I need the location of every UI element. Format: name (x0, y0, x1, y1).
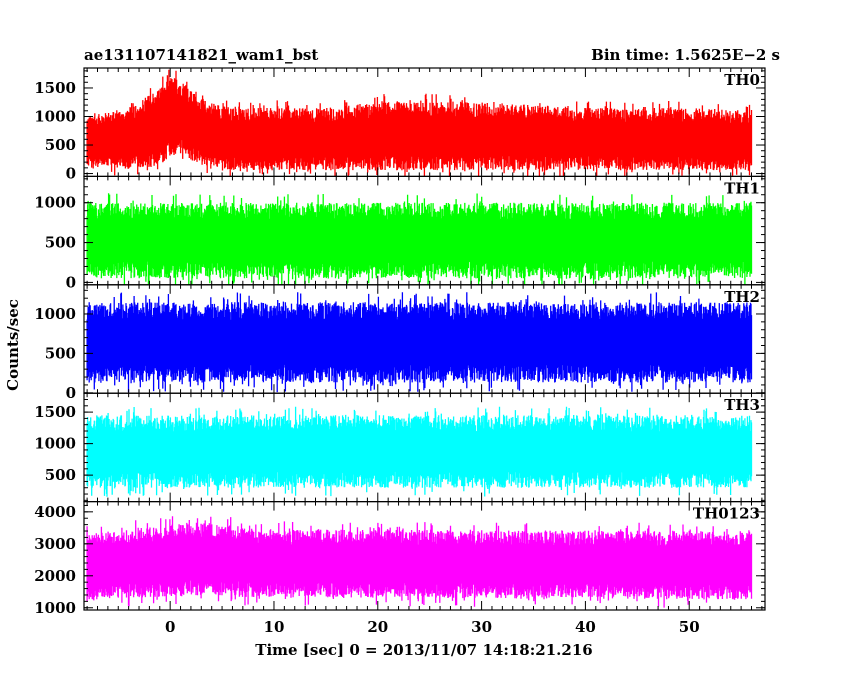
panel-th3: 500 1000 1500 TH3 (34, 392, 766, 503)
y-tick-label: 1000 (34, 599, 76, 617)
series-th3-trace (86, 406, 753, 497)
panel-label: TH1 (724, 179, 760, 197)
y-tick-label: 500 (45, 136, 76, 154)
y-tick-label: 2000 (34, 567, 76, 585)
x-axis-label: Time [sec] 0 = 2013/11/07 14:18:21.216 (255, 641, 592, 659)
y-tick-label: 4000 (34, 503, 76, 521)
y-tick-label: 1000 (34, 435, 76, 453)
x-tick-label: 40 (575, 618, 596, 636)
chart-title: ae131107141821_wam1_bst (84, 46, 318, 64)
chart-subtitle: Bin time: 1.5625E−2 s (591, 46, 780, 64)
y-tick-label: 3000 (34, 535, 76, 553)
y-tick-label: 1000 (34, 107, 76, 125)
panel-label: TH0123 (693, 505, 760, 523)
y-tick-label: 1500 (34, 79, 76, 97)
y-tick-label: 500 (45, 466, 76, 484)
x-tick-label: 20 (367, 618, 388, 636)
y-tick-label: 0 (66, 165, 76, 183)
panel-th1: 0 500 1000 TH1 (34, 175, 766, 291)
panel-th0: 0 500 1000 1500 TH0 (34, 67, 766, 183)
y-tick-label: 0 (66, 273, 76, 291)
y-tick-label: 1000 (34, 194, 76, 212)
y-axis-label: Counts/sec (4, 299, 22, 391)
x-tick-label: 10 (264, 618, 285, 636)
panel-frame (83, 501, 766, 611)
series-th0123-trace (86, 516, 753, 608)
panel-label: TH3 (724, 396, 760, 414)
panel-label: TH0 (724, 71, 760, 89)
x-tick-label: 30 (471, 618, 492, 636)
y-tick-label: 500 (45, 344, 76, 362)
panel-th0123: 1000 2000 3000 4000 TH0123 (34, 501, 766, 617)
y-tick-label: 500 (45, 234, 76, 252)
series-th1-trace (86, 193, 753, 285)
series-th0-trace (86, 69, 753, 177)
panel-label: TH2 (724, 288, 760, 306)
y-tick-label: 1500 (34, 403, 76, 421)
x-tick-label: 50 (679, 618, 700, 636)
panel-th2: 0 500 1000 TH2 (34, 284, 766, 402)
x-tick-label: 0 (165, 618, 175, 636)
y-tick-label: 0 (66, 384, 76, 402)
series-th2-trace (86, 292, 753, 393)
y-tick-label: 1000 (34, 305, 76, 323)
